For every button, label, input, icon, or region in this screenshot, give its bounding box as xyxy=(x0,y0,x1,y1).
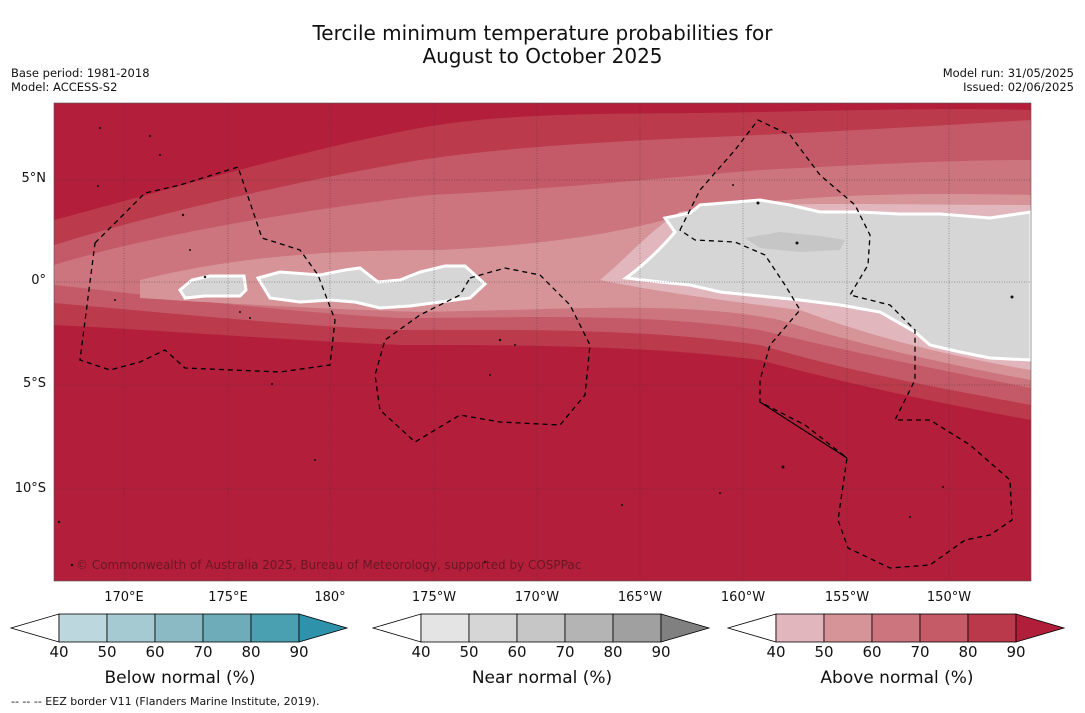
model-run: Model run: 31/05/2025 xyxy=(942,66,1074,80)
eez-border-tokelau xyxy=(374,267,591,443)
cbar-tick: 40 xyxy=(411,643,431,661)
model-name: Model: ACCESS-S2 xyxy=(11,80,118,94)
colorbar-near-label: Near normal (%) xyxy=(471,668,613,688)
issued-date: Issued: 02/06/2025 xyxy=(963,80,1074,94)
colorbar-below-label: Below normal (%) xyxy=(104,668,256,688)
colorbar-extend-high xyxy=(298,613,349,643)
lon-label-170w: 170°W xyxy=(514,590,560,605)
cbar-tick: 90 xyxy=(651,643,671,661)
meta-left: Base period: 1981-2018 Model: ACCESS-S2 xyxy=(11,66,150,94)
cbar-tick: 80 xyxy=(603,643,623,661)
title-line-2: August to October 2025 xyxy=(422,44,663,68)
lon-label-165w: 165°W xyxy=(617,590,663,605)
near-normal-west xyxy=(178,274,248,300)
eez-solid-segment xyxy=(759,401,848,459)
cbar-tick: 90 xyxy=(1006,643,1026,661)
cbar-tick: 70 xyxy=(193,643,213,661)
colorbar-swatch xyxy=(154,613,204,643)
chart-title: Tercile minimum temperature probabilitie… xyxy=(0,22,1085,68)
colorbar-near-ticks: 40 50 60 70 80 90 xyxy=(372,643,712,663)
colorbar-swatch xyxy=(468,613,518,643)
near-normal-60-patch xyxy=(745,232,845,252)
colorbar-swatch xyxy=(58,613,108,643)
colorbar-below-normal: 40 50 60 70 80 90 Below normal (%) xyxy=(10,612,350,692)
eez-footnote: -- -- -- EEZ border V11 (Flanders Marine… xyxy=(11,695,320,708)
lon-label-155w: 155°W xyxy=(824,590,870,605)
base-period: Base period: 1981-2018 xyxy=(11,66,150,80)
colorbar-swatch xyxy=(516,613,566,643)
map-fill-layers xyxy=(54,103,1031,581)
cbar-tick: 90 xyxy=(289,643,309,661)
colorbar-extend-low xyxy=(727,613,777,643)
lon-label-175w: 175°W xyxy=(411,590,457,605)
colorbar-below-ticks: 40 50 60 70 80 90 xyxy=(10,643,350,663)
colorbar-above-label: Above normal (%) xyxy=(820,668,974,688)
cbar-tick: 40 xyxy=(49,643,69,661)
colorbar-above-swatches xyxy=(727,613,1066,643)
colorbar-swatch xyxy=(202,613,252,643)
cbar-tick: 50 xyxy=(814,643,834,661)
lon-label-180: 180° xyxy=(314,590,346,605)
lon-label-175e: 175°E xyxy=(208,590,248,605)
colorbar-extend-high xyxy=(1015,613,1066,643)
colorbar-swatch xyxy=(967,613,1017,643)
colorbar-near-normal: 40 50 60 70 80 90 Near normal (%) xyxy=(372,612,712,692)
colorbar-near-swatches xyxy=(372,613,711,643)
colorbar-below-swatches xyxy=(10,613,349,643)
cbar-tick: 60 xyxy=(507,643,527,661)
title-line-1: Tercile minimum temperature probabilitie… xyxy=(312,21,773,45)
colorbar-swatch xyxy=(564,613,614,643)
colorbar-swatch xyxy=(420,613,470,643)
eez-borders xyxy=(79,119,1013,569)
copyright-notice: © Commonwealth of Australia 2025, Bureau… xyxy=(76,558,582,572)
lon-label-160w: 160°W xyxy=(720,590,766,605)
cbar-tick: 80 xyxy=(241,643,261,661)
colorbar-swatch xyxy=(823,613,873,643)
lat-label-0: 0° xyxy=(31,273,46,288)
gridlines xyxy=(54,103,1031,581)
cbar-tick: 80 xyxy=(958,643,978,661)
near-normal-east xyxy=(621,198,1031,362)
colorbar-swatch xyxy=(919,613,969,643)
cbar-tick: 50 xyxy=(97,643,117,661)
map-frame xyxy=(53,102,1032,582)
eez-border-tuvalu-west xyxy=(79,166,336,373)
cbar-tick: 70 xyxy=(910,643,930,661)
cbar-tick: 70 xyxy=(555,643,575,661)
near-normal-centre xyxy=(255,264,488,310)
cbar-tick: 60 xyxy=(862,643,882,661)
colorbar-swatch xyxy=(106,613,156,643)
lat-label-5s: 5°S xyxy=(22,376,46,391)
eez-border-line-islands xyxy=(679,119,1013,569)
colorbar-above-ticks: 40 50 60 70 80 90 xyxy=(727,643,1067,663)
lat-label-10s: 10°S xyxy=(14,481,46,496)
cbar-tick: 60 xyxy=(145,643,165,661)
lon-label-150w: 150°W xyxy=(926,590,972,605)
lat-label-5n: 5°N xyxy=(21,171,47,186)
cbar-tick: 50 xyxy=(459,643,479,661)
colorbar-extend-high xyxy=(660,613,711,643)
colorbar-swatch xyxy=(250,613,300,643)
meta-right: Model run: 31/05/2025 Issued: 02/06/2025 xyxy=(943,66,1074,94)
colorbar-extend-low xyxy=(372,613,422,643)
colorbar-swatch xyxy=(775,613,825,643)
cbar-tick: 40 xyxy=(766,643,786,661)
colorbar-above-normal: 40 50 60 70 80 90 Above normal (%) xyxy=(727,612,1067,692)
colorbar-swatch xyxy=(612,613,662,643)
colorbar-extend-low xyxy=(10,613,60,643)
lon-label-170e: 170°E xyxy=(104,590,144,605)
island-dots xyxy=(57,127,1014,567)
colorbar-swatch xyxy=(871,613,921,643)
